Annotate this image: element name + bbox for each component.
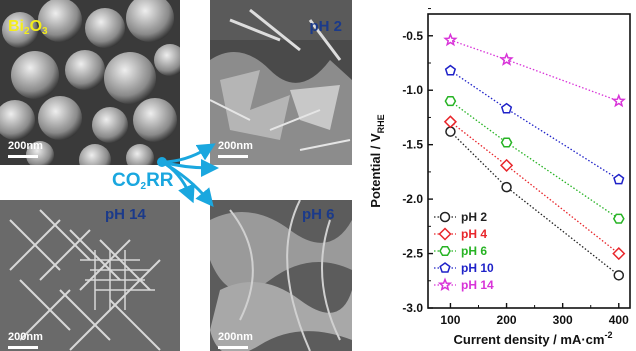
bi2o3-label: Bi2O3 <box>8 18 48 37</box>
legend-marker <box>437 277 453 292</box>
data-point <box>612 213 625 224</box>
data-point <box>443 115 457 129</box>
legend-marker <box>439 211 451 223</box>
legend-label: pH 6 <box>461 244 487 258</box>
series-line <box>450 39 620 102</box>
data-point <box>500 137 513 148</box>
ph14-label: pH 14 <box>105 206 146 223</box>
scale-bar <box>8 346 38 349</box>
legend-label: pH 4 <box>461 227 487 241</box>
x-tick-label: 200 <box>497 313 517 327</box>
data-point <box>499 52 514 66</box>
data-point <box>500 158 514 172</box>
y-tick-label: -0.5 <box>402 29 423 43</box>
legend-label: pH 2 <box>461 210 487 224</box>
ph2-label: pH 2 <box>309 18 342 35</box>
scale-bar <box>218 155 248 158</box>
legend-marker <box>439 245 451 257</box>
y-tick-label: -1.0 <box>402 83 423 97</box>
series-line <box>450 100 620 220</box>
x-tick-label: 100 <box>440 313 460 327</box>
scale-label: 200nm <box>8 331 43 343</box>
data-point <box>613 270 625 281</box>
plot-frame <box>427 13 631 309</box>
legend-label: pH 10 <box>461 261 494 275</box>
y-axis-label: Potential / VRHE <box>368 114 386 207</box>
x-tick-label: 300 <box>553 313 573 327</box>
data-point <box>500 102 513 114</box>
x-axis-label: Current density / mA·cm-2 <box>454 330 613 347</box>
scale-label: 200nm <box>8 140 43 152</box>
data-point <box>444 64 457 76</box>
scale-label: 200nm <box>218 140 253 152</box>
legend-marker <box>438 227 452 241</box>
co2rr-arrows <box>157 143 219 207</box>
data-point <box>613 173 625 185</box>
y-tick-label: -2.5 <box>402 247 423 261</box>
y-tick-label: -3.0 <box>402 301 423 315</box>
data-point <box>445 126 456 137</box>
co2rr-label: CO2RR <box>112 170 174 192</box>
data-point <box>612 247 626 261</box>
legend-marker <box>439 262 451 273</box>
data-point <box>443 32 458 47</box>
sem-image-ph6: pH 6 200nm <box>210 200 352 351</box>
ph6-label: pH 6 <box>302 206 335 223</box>
scale-bar <box>8 155 38 158</box>
data-point <box>501 181 512 193</box>
sem-image-ph2: pH 2 200nm <box>210 0 352 165</box>
data-point <box>444 96 457 107</box>
scale-bar <box>218 346 248 349</box>
data-point <box>611 93 626 108</box>
potential-vs-current-chart: 100 200 300 400 -3.0 -2.5 -2.0 -1.5 -1.0 -0.5 Curr… <box>368 8 631 347</box>
y-tick-label: -2.0 <box>402 192 423 206</box>
x-tick-label: 400 <box>609 313 629 327</box>
scale-label: 200nm <box>218 331 253 343</box>
sem-image-ph14: pH 14 200nm <box>0 200 180 351</box>
series-line <box>450 70 620 181</box>
sem-image-bi2o3: Bi2O3 200nm <box>0 0 180 165</box>
legend-label: pH 14 <box>461 278 494 292</box>
y-tick-label: -1.5 <box>402 138 423 152</box>
